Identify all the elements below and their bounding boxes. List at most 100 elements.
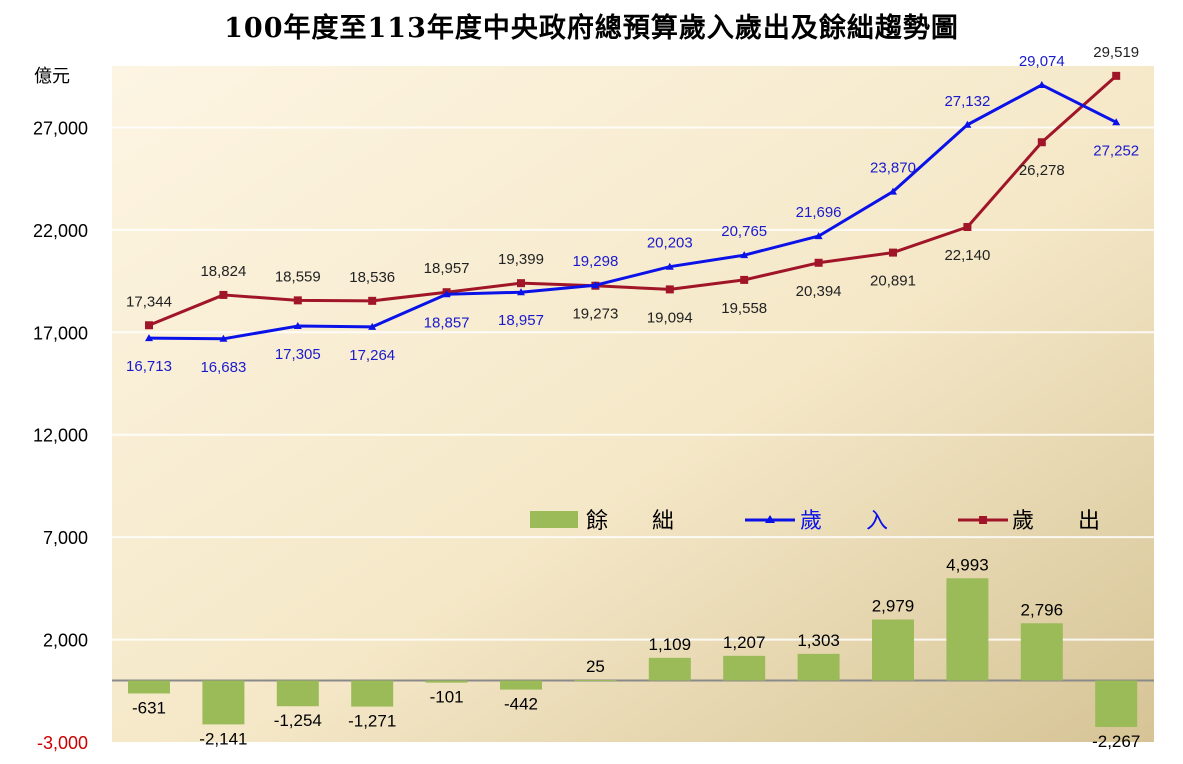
legend-revenue-label: 歲 入 [800,509,888,534]
expenditure-data-label: 19,558 [721,300,767,317]
legend: 餘 絀 歲 入 歲 出 [530,509,1100,534]
revenue-data-label: 27,252 [1093,142,1139,159]
series-lines [145,71,1121,342]
revenue-data-label: 29,074 [1019,53,1065,70]
y-tick-label: 12,000 [33,426,88,446]
revenue-data-label: 17,264 [349,347,395,364]
balance-bar [574,680,617,682]
balance-bar [425,680,468,683]
revenue-data-label: 20,765 [721,223,767,240]
revenue-marker [145,334,153,342]
balance-bar [128,680,170,694]
balance-bars [128,578,1138,727]
expenditure-data-label: 18,957 [424,260,470,277]
legend-expenditure-marker [979,516,987,524]
balance-bar [351,680,394,707]
expenditure-marker [1037,138,1046,147]
balance-bar [946,578,989,681]
balance-bar [1020,623,1063,681]
revenue-marker [442,290,451,298]
expenditure-data-label: 29,519 [1093,44,1139,61]
expenditure-marker [963,223,972,232]
revenue-data-label: 17,305 [275,346,321,363]
expenditure-data-label: 18,559 [275,268,321,285]
balance-bar [1095,680,1138,727]
balance-data-label: 1,303 [797,631,840,650]
balance-data-label: 4,993 [946,555,989,574]
revenue-marker [368,322,377,330]
legend-balance-swatch [530,511,578,528]
expenditure-data-label: 26,278 [1019,162,1065,179]
expenditure-data-label: 18,824 [200,263,246,280]
expenditure-data-label: 20,394 [796,283,842,300]
balance-data-label: -631 [132,698,166,717]
revenue-data-label: 21,696 [796,204,842,221]
expenditure-data-label: 19,273 [572,306,618,323]
balance-data-label: -1,271 [348,712,396,731]
revenue-data-label: 16,713 [126,358,172,375]
revenue-data-label: 20,203 [647,235,693,252]
legend-balance-label: 餘 絀 [586,509,674,534]
y-tick-label: 2,000 [43,631,88,651]
revenue-data-label: 23,870 [870,160,916,177]
expenditure-marker [145,321,153,330]
balance-bar [202,680,245,725]
balance-data-label: -101 [430,688,464,707]
y-tick-label: -3,000 [37,733,88,753]
plot-area [112,66,1154,742]
revenue-data-label: 18,857 [424,314,470,331]
balance-bar [648,657,691,681]
data-labels: -631 -2,141 -1,254 -1,271 -101 -442 25 1,109 1,2… [126,44,1140,751]
balance-data-label: -2,267 [1092,732,1140,751]
revenue-marker [963,120,972,128]
expenditure-data-label: 19,399 [498,251,544,268]
expenditure-marker [1112,71,1121,80]
legend-revenue-marker [765,515,775,523]
balance-bar [276,680,319,707]
expenditure-marker [293,296,302,305]
expenditure-marker [219,290,228,299]
revenue-marker [889,187,897,195]
balance-bar [872,619,914,681]
expenditure-data-label: 22,140 [944,247,990,264]
y-tick-label: 7,000 [43,528,88,548]
balance-bar [797,653,840,681]
y-axis-ticks: -3,000 2,000 7,000 12,000 17,000 22,000 27,000 [33,118,88,753]
expenditure-data-label: 17,344 [126,293,172,310]
expenditure-data-label: 19,094 [647,309,693,326]
balance-data-label: 1,207 [723,633,766,652]
revenue-marker [591,281,600,289]
expenditure-data-label: 20,891 [870,273,916,290]
revenue-marker [814,232,823,240]
revenue-data-label: 18,957 [498,312,544,329]
balance-data-label: -1,254 [274,711,322,730]
revenue-marker [740,251,749,259]
expenditure-marker [889,248,897,257]
balance-bar [723,655,766,681]
expenditure-marker [665,285,674,294]
balance-data-label: 1,109 [649,635,692,654]
balance-data-label: 25 [586,657,605,676]
expenditure-line [148,74,1118,327]
balance-bar [500,680,542,690]
expenditure-marker [740,275,749,284]
revenue-data-label: 16,683 [200,359,246,376]
y-tick-label: 27,000 [33,118,88,138]
expenditure-marker [368,296,377,305]
balance-data-label: -2,141 [199,729,247,748]
chart-title: 100年度至113年度中央政府總預算歲入歲出及餘絀趨勢圖 [224,13,959,44]
revenue-data-label: 27,132 [944,93,990,110]
balance-data-label: -442 [504,695,538,714]
revenue-marker [1037,80,1046,88]
y-tick-label: 17,000 [33,323,88,343]
y-axis-unit-label: 億元 [34,66,70,87]
balance-data-label: 2,796 [1021,600,1064,619]
y-tick-label: 22,000 [33,221,88,241]
expenditure-marker [814,258,823,267]
revenue-marker [293,322,302,330]
legend-expenditure-label: 歲 出 [1012,509,1100,534]
revenue-marker [517,288,525,296]
revenue-marker [1112,118,1121,126]
revenue-marker [219,334,228,342]
